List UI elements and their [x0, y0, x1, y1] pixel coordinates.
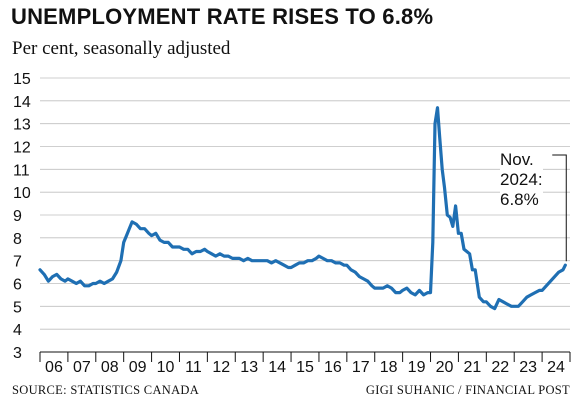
y-tick-label: 11	[13, 162, 30, 179]
x-tick-label: 12	[212, 359, 230, 376]
annotation-line-1: Nov.	[500, 150, 534, 169]
y-tick-label: 10	[13, 185, 31, 202]
credit-note: GIGI SUHANIC / FINANCIAL POST	[365, 383, 570, 397]
y-tick-label: 8	[13, 231, 22, 248]
plot-area	[38, 106, 567, 311]
x-tick-label: 14	[268, 359, 286, 376]
y-tick-label: 3	[13, 345, 22, 362]
annotation-line-2: 2024:	[500, 170, 543, 189]
y-tick-label: 14	[13, 94, 31, 111]
annotation-nov-2024: Nov. 2024: 6.8%	[500, 150, 543, 210]
y-tick-label: 12	[13, 140, 31, 157]
annotation-leader-line	[552, 154, 567, 262]
y-tick-label: 7	[13, 254, 22, 271]
x-tick-label: 09	[129, 359, 147, 376]
x-tick-label: 21	[463, 359, 481, 376]
x-tick-label: 16	[324, 359, 342, 376]
x-axis: 06 07 08 09 10 11 12 13 14 15 16 17 18 19 20 21 22 23 24	[39, 351, 571, 376]
x-tick-label: 06	[45, 359, 63, 376]
x-tick-label: 15	[296, 359, 314, 376]
x-tick-label: 17	[352, 359, 370, 376]
x-tick-label: 19	[408, 359, 426, 376]
y-tick-label: 4	[13, 322, 22, 339]
x-tick-label: 23	[519, 359, 537, 376]
x-tick-label: 10	[157, 359, 175, 376]
x-tick-label: 07	[73, 359, 91, 376]
chart-title: UNEMPLOYMENT RATE RISES TO 6.8%	[11, 4, 434, 29]
y-tick-label: 6	[13, 277, 22, 294]
y-tick-label: 15	[13, 71, 31, 88]
source-note: SOURCE: STATISTICS CANADA	[12, 383, 200, 397]
x-tick-label: 18	[380, 359, 398, 376]
x-tick-label: 08	[101, 359, 119, 376]
x-tick-label: 22	[491, 359, 509, 376]
x-tick-label: 24	[547, 359, 565, 376]
y-tick-label: 9	[13, 208, 22, 225]
grid-lines	[40, 77, 570, 353]
x-tick-label: 11	[185, 359, 202, 376]
series-line-0	[38, 106, 567, 311]
chart-subtitle: Per cent, seasonally adjusted	[12, 38, 231, 59]
x-tick-label: 20	[436, 359, 454, 376]
x-tick-label: 13	[240, 359, 258, 376]
annotation-leader	[552, 154, 567, 262]
y-axis: 3 4 5 6 7 8 9 10 11 12 13 14 15	[13, 71, 31, 362]
annotation-line-3: 6.8%	[500, 190, 539, 209]
y-tick-label: 13	[13, 117, 31, 134]
y-tick-label: 5	[13, 299, 22, 316]
